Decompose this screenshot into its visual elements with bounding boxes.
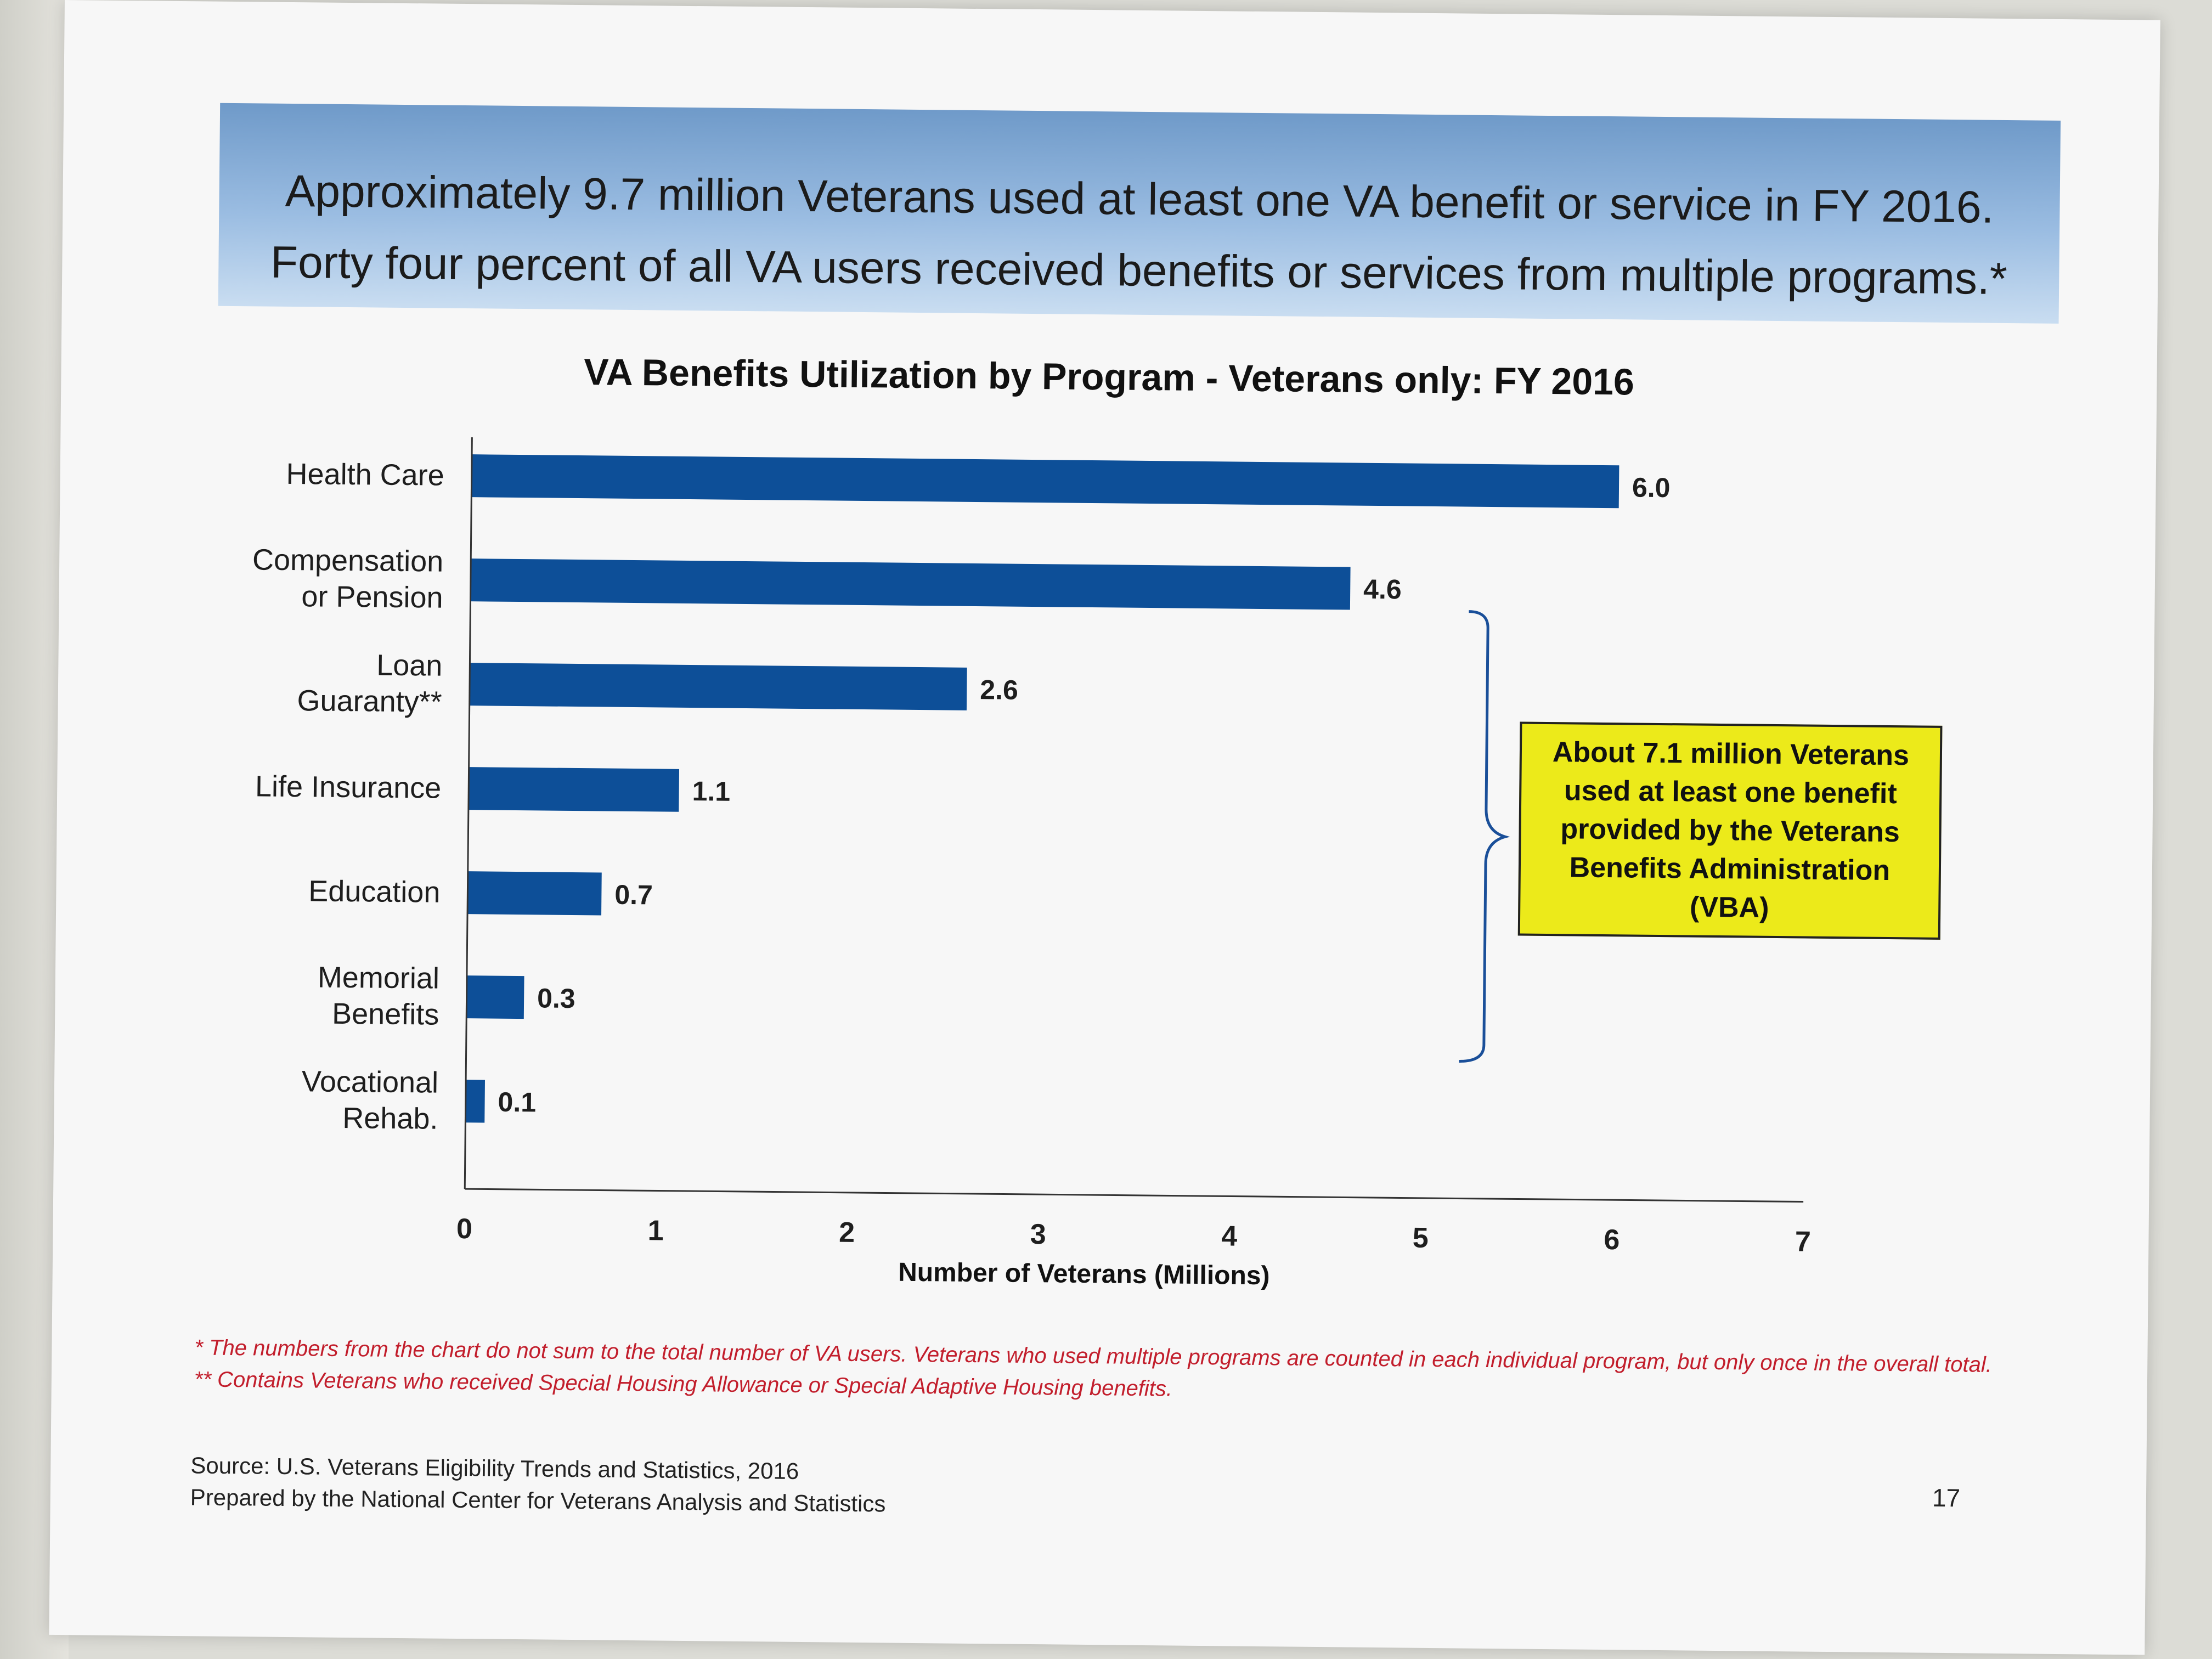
category-label: Life Insurance [255, 770, 442, 804]
y-axis-line [464, 437, 473, 1189]
category-label: Loan Guaranty** [297, 648, 442, 719]
x-tick-label: 1 [647, 1215, 663, 1246]
category-label: Education [308, 874, 441, 909]
category-label: Vocational Rehab. [301, 1065, 438, 1135]
bar [469, 663, 967, 710]
x-tick-label: 3 [1030, 1218, 1046, 1250]
bar-value-label: 4.6 [1363, 574, 1402, 605]
x-axis-title: Number of Veterans (Millions) [898, 1258, 1270, 1291]
x-tick-label: 5 [1413, 1222, 1429, 1254]
bar [470, 558, 1351, 610]
x-tick-label: 0 [456, 1213, 472, 1245]
vba-bracket [1459, 610, 1510, 1063]
category-label: Memorial Benefits [317, 961, 439, 1031]
bar [471, 454, 1620, 509]
category-label: Compensation or Pension [252, 543, 443, 614]
bar-value-label: 0.7 [614, 879, 653, 911]
bar-value-label: 6.0 [1632, 472, 1671, 503]
x-axis-line [465, 1188, 1804, 1203]
x-tick-label: 4 [1221, 1220, 1238, 1252]
source-note: Source: U.S. Veterans Eligibility Trends… [190, 1449, 1288, 1523]
category-label: Health Care [286, 458, 444, 492]
paper-sheet: Approximately 9.7 million Veterans used … [49, 0, 2160, 1655]
bar-value-label: 0.3 [537, 983, 575, 1014]
vba-callout-box: About 7.1 million Veterans used at least… [1517, 721, 1943, 940]
bar-value-label: 2.6 [980, 674, 1018, 706]
bar [468, 767, 680, 812]
x-tick-label: 6 [1604, 1224, 1620, 1256]
bar-value-label: 0.1 [498, 1087, 536, 1118]
bar [465, 1080, 485, 1123]
bar [466, 975, 524, 1019]
bar-value-label: 1.1 [692, 776, 730, 807]
vba-callout-text: About 7.1 million Veterans used at least… [1552, 736, 1910, 924]
x-tick-label: 7 [1795, 1226, 1811, 1257]
bar-chart: 0 1 2 3 4 5 6 7 6.0 Health Care 4.6 Compensation or… [252, 437, 1811, 1291]
x-tick-label: 2 [839, 1217, 855, 1249]
bar [467, 871, 602, 916]
page-number: 17 [1932, 1483, 1961, 1513]
